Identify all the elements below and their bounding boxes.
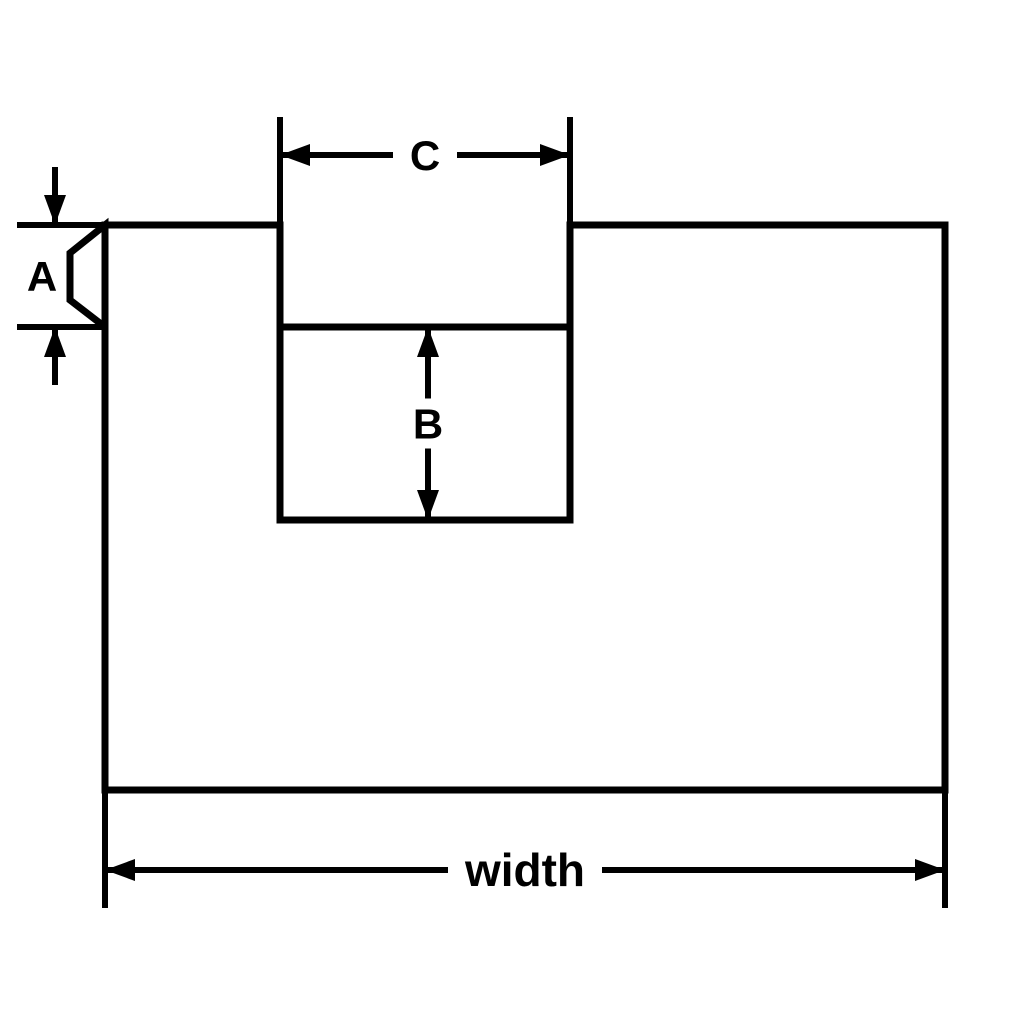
label-b: B [413,401,443,448]
bolt-tip [70,225,105,327]
padlock-dimension-diagram: C A Bwidth [0,0,1024,1024]
label-c: C [410,132,440,179]
label-width: width [464,844,585,896]
lock-body-outline [105,225,945,790]
label-a: A [27,253,57,300]
